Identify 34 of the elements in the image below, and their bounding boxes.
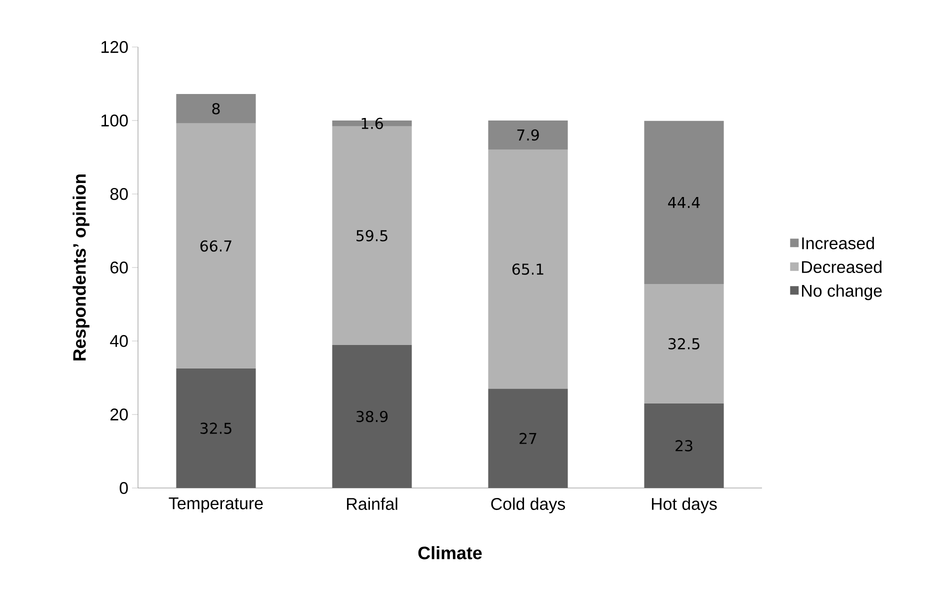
y-tick-label: 120 xyxy=(102,40,128,53)
y-tick-label: 40 xyxy=(110,335,128,347)
data-label: 27 xyxy=(520,432,536,444)
x-axis-title: Climate xyxy=(418,546,482,560)
y-tick-label: 20 xyxy=(110,408,128,420)
data-label: 7.9 xyxy=(517,129,539,141)
y-tick-label: 80 xyxy=(110,188,128,200)
bar xyxy=(644,120,724,284)
legend-label: Decreased xyxy=(802,260,882,274)
data-label: 59.5 xyxy=(356,230,388,242)
data-label: 66.7 xyxy=(200,240,232,252)
bar xyxy=(488,120,568,150)
x-tick-label: Rainfal xyxy=(347,498,398,510)
y-tick-label: 0 xyxy=(120,482,128,494)
data-label: 32.5 xyxy=(200,422,232,434)
data-label: 65.1 xyxy=(512,263,544,275)
bar xyxy=(488,150,568,389)
data-label: 32.5 xyxy=(668,338,700,350)
y-tick-label: 100 xyxy=(102,114,128,126)
data-label: 38.9 xyxy=(356,410,388,422)
bar xyxy=(176,94,256,124)
x-tick-label: Cold days xyxy=(491,498,566,514)
data-label: 23 xyxy=(676,440,692,452)
x-tick-label: Temperature xyxy=(168,498,263,513)
bar xyxy=(644,284,724,404)
x-tick-label: Hot days xyxy=(652,498,717,514)
data-label: 8 xyxy=(212,103,220,114)
y-tick-label: 60 xyxy=(110,262,128,274)
bar xyxy=(176,123,256,369)
legend-label: No change xyxy=(802,284,882,300)
legend-label: Increased xyxy=(802,236,874,250)
data-label: 1.6 xyxy=(362,118,383,130)
y-axis-title: Respondents’ opinion xyxy=(72,174,90,360)
data-label: 44.4 xyxy=(668,197,700,208)
